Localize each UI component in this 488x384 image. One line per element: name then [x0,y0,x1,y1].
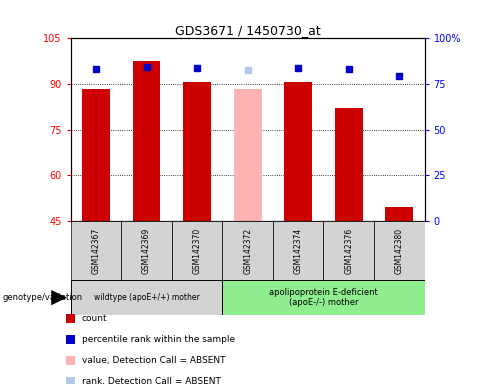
Text: GSM142372: GSM142372 [243,227,252,274]
Text: GSM142369: GSM142369 [142,227,151,274]
Text: percentile rank within the sample: percentile rank within the sample [82,335,235,344]
Bar [122,221,172,280]
Text: GSM142376: GSM142376 [344,227,353,274]
Bar [183,83,211,221]
Bar [71,221,122,280]
Title: GDS3671 / 1450730_at: GDS3671 / 1450730_at [175,24,321,37]
Bar [133,61,161,221]
Bar [223,280,425,315]
Bar [273,221,324,280]
Text: apolipoprotein E-deficient
(apoE-/-) mother: apolipoprotein E-deficient (apoE-/-) mot… [269,288,378,307]
Bar [66,335,75,344]
Bar [324,221,374,280]
Text: GSM142370: GSM142370 [193,227,202,274]
Bar [66,377,75,384]
Text: GSM142374: GSM142374 [294,227,303,274]
Text: GSM142367: GSM142367 [92,227,101,274]
Bar [82,89,110,221]
Text: GSM142380: GSM142380 [395,227,404,274]
Bar [66,356,75,365]
Polygon shape [51,290,67,305]
Text: genotype/variation: genotype/variation [2,293,82,302]
Bar [386,207,413,221]
Text: wildtype (apoE+/+) mother: wildtype (apoE+/+) mother [94,293,200,302]
Bar [66,314,75,323]
Bar [172,221,223,280]
Text: value, Detection Call = ABSENT: value, Detection Call = ABSENT [82,356,225,365]
Text: count: count [82,314,108,323]
Bar [223,221,273,280]
Bar [374,221,425,280]
Bar [335,108,363,221]
Bar [71,280,223,315]
Bar [285,83,312,221]
Text: rank, Detection Call = ABSENT: rank, Detection Call = ABSENT [82,377,221,384]
Bar [234,89,262,221]
